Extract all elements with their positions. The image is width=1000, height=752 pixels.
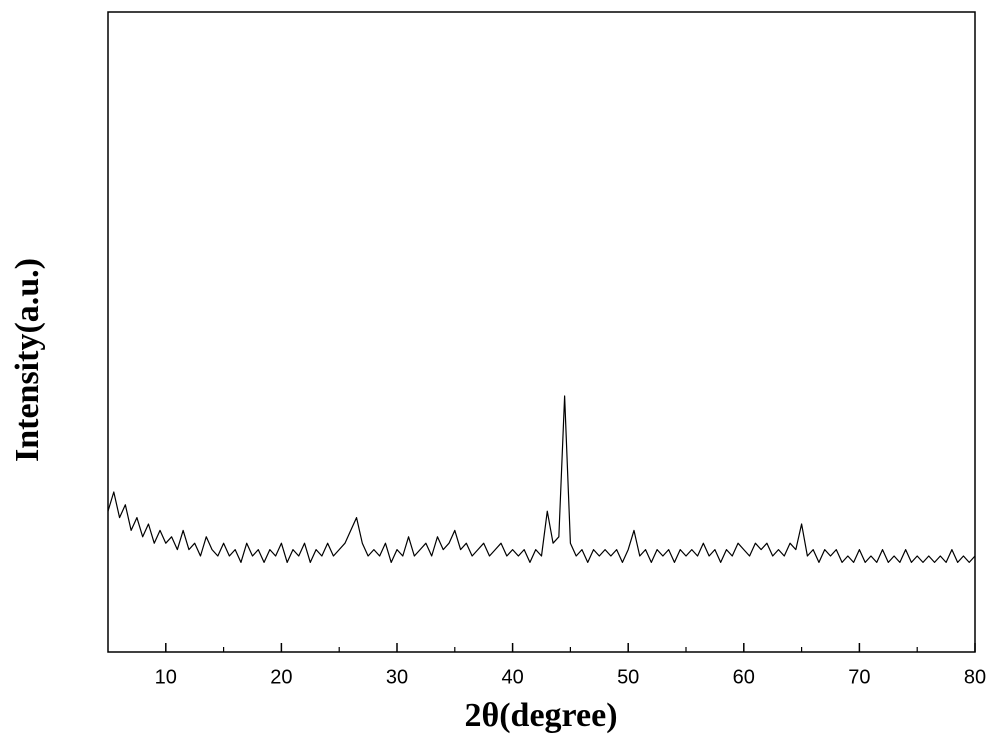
x-axis-label: 2θ(degree): [464, 697, 617, 734]
x-tick-label: 60: [733, 666, 755, 688]
x-tick-label: 80: [964, 666, 986, 688]
x-tick-label: 30: [386, 666, 408, 688]
y-axis-label: Intensity(a.u.): [9, 258, 46, 462]
x-tick-label: 50: [617, 666, 639, 688]
plot-frame: [107, 11, 976, 653]
x-tick-label: 10: [155, 666, 177, 688]
x-tick-label: 70: [848, 666, 870, 688]
x-tick-label: 20: [270, 666, 292, 688]
x-tick-label: 40: [501, 666, 523, 688]
data-line: [107, 395, 976, 563]
